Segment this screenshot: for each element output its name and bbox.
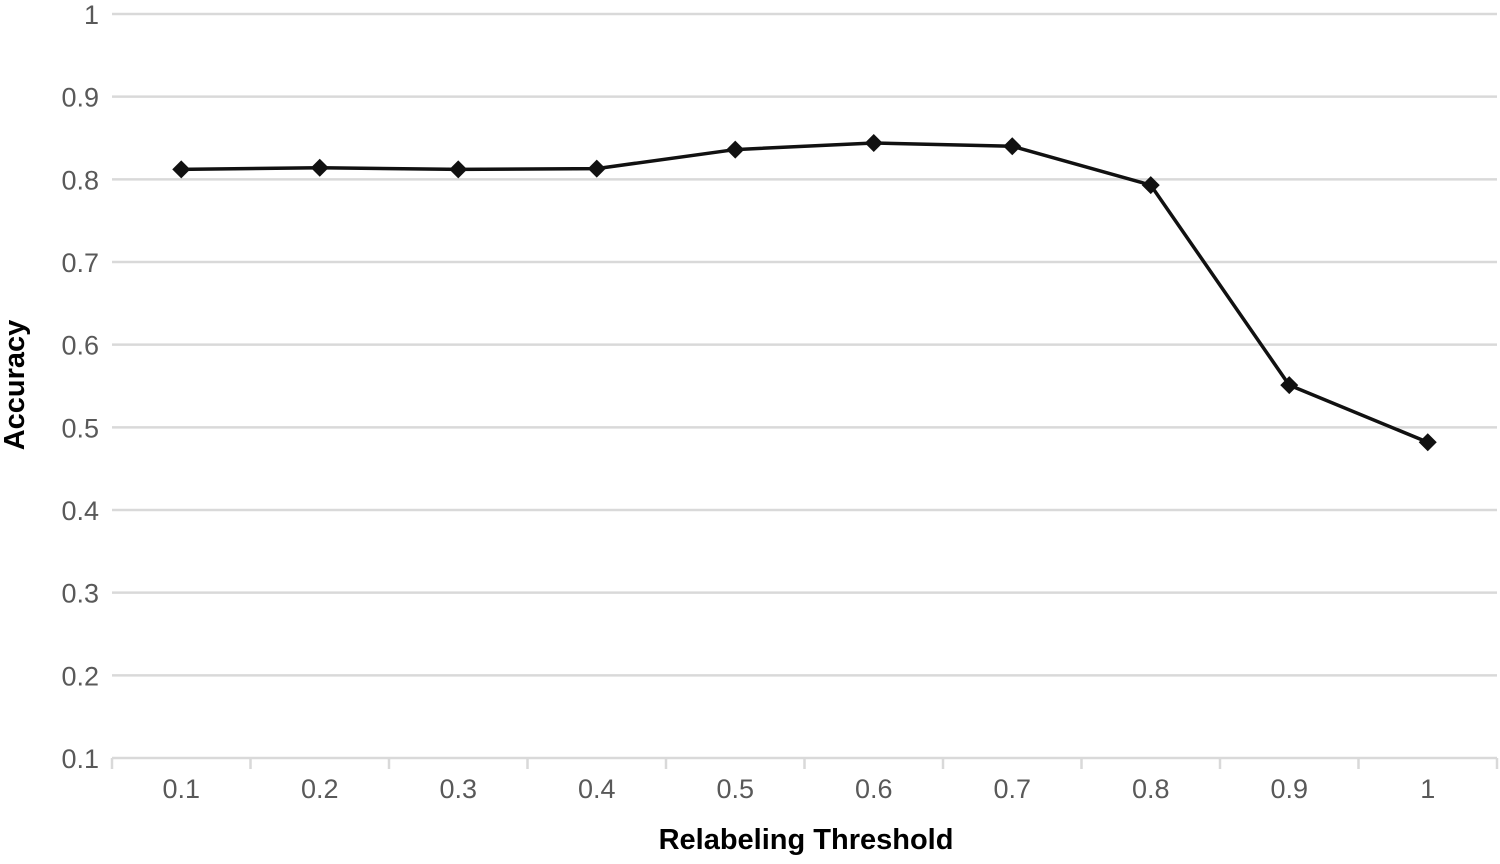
y-tick-label: 0.8 (61, 165, 99, 195)
x-axis-title: Relabeling Threshold (659, 824, 954, 856)
y-tick-label: 1 (84, 0, 99, 30)
x-tick-label: 0.1 (162, 774, 200, 804)
y-tick-label: 0.1 (61, 744, 99, 774)
x-tick-label: 0.8 (1132, 774, 1170, 804)
x-tick-label: 0.2 (301, 774, 339, 804)
x-tick-label: 0.7 (993, 774, 1031, 804)
data-point-marker (1418, 433, 1437, 452)
gridlines (112, 12, 1497, 677)
x-tick-label: 0.6 (855, 774, 893, 804)
y-tick-label: 0.9 (61, 83, 99, 113)
x-tick-label: 0.3 (439, 774, 477, 804)
x-tick-label: 1 (1420, 774, 1435, 804)
y-tick-label: 0.6 (61, 331, 99, 361)
data-point-marker (172, 160, 191, 179)
data-point-marker (1280, 376, 1299, 395)
y-tick-label: 0.5 (61, 413, 99, 443)
series-line (181, 141, 1429, 444)
data-point-marker (726, 140, 745, 159)
y-tick-label: 0.2 (61, 661, 99, 691)
y-axis-tick-labels: 1 0.9 0.8 0.7 0.6 0.5 0.4 0.3 0.2 0.1 (61, 0, 99, 774)
data-point-marker (1003, 137, 1022, 156)
data-series (172, 133, 1437, 452)
x-axis-tick-labels: 0.1 0.2 0.3 0.4 0.5 0.6 0.7 0.8 0.9 1 (162, 774, 1435, 804)
x-axis-line (110, 756, 1499, 769)
y-tick-label: 0.7 (61, 248, 99, 278)
data-point-marker (310, 158, 329, 177)
y-tick-label: 0.4 (61, 496, 99, 526)
x-tick-label: 0.4 (578, 774, 616, 804)
data-point-marker (864, 133, 883, 152)
x-tick-label: 0.9 (1270, 774, 1308, 804)
y-tick-label: 0.3 (61, 579, 99, 609)
data-point-marker (587, 159, 606, 178)
x-tick-label: 0.5 (716, 774, 754, 804)
data-point-marker (449, 160, 468, 179)
data-point-marker (1141, 176, 1160, 195)
y-axis-title: Accuracy (0, 320, 31, 451)
